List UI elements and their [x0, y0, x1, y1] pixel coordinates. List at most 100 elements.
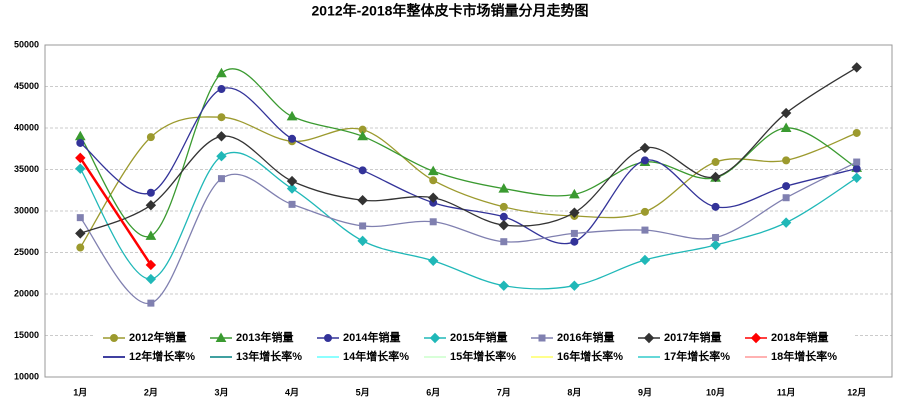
marker	[500, 238, 508, 246]
marker	[429, 332, 441, 344]
marker	[569, 280, 580, 291]
marker	[569, 188, 580, 199]
y-tick-label: 10000	[14, 371, 39, 381]
y-tick-label: 25000	[14, 247, 39, 257]
marker	[428, 192, 439, 203]
marker	[76, 214, 84, 222]
legend-label: 13年增长率%	[236, 349, 302, 363]
marker	[429, 176, 438, 185]
legend-label: 2018年销量	[771, 330, 828, 344]
marker	[641, 226, 649, 234]
marker	[288, 200, 296, 208]
marker	[498, 219, 509, 231]
x-tick-label: 2月	[144, 387, 158, 397]
legend: 2012年销量 2013年销量 2014年销量 2015年销量 2016年销量 2017年…	[95, 328, 855, 368]
marker	[853, 158, 861, 166]
marker	[76, 243, 85, 252]
x-tick-label: 4月	[285, 387, 299, 397]
marker	[288, 134, 297, 143]
marker	[358, 166, 367, 175]
marker	[712, 234, 720, 242]
marker	[147, 299, 155, 307]
marker	[286, 183, 298, 194]
marker	[639, 254, 651, 266]
x-tick-label: 8月	[567, 387, 581, 397]
marker	[217, 113, 226, 122]
marker	[357, 235, 368, 247]
marker	[780, 217, 792, 228]
x-tick-label: 5月	[356, 387, 370, 397]
marker	[357, 195, 368, 206]
x-tick-label: 1月	[73, 387, 87, 397]
marker	[750, 332, 762, 344]
x-tick-label: 12月	[847, 387, 866, 397]
y-tick-label: 20000	[14, 288, 39, 298]
marker	[639, 142, 651, 154]
marker	[851, 62, 862, 73]
marker	[216, 131, 227, 142]
legend-label: 2017年销量	[664, 330, 721, 344]
marker	[780, 107, 792, 119]
marker	[711, 158, 720, 167]
marker	[782, 182, 791, 191]
marker	[851, 172, 862, 184]
x-tick-label: 6月	[426, 387, 440, 397]
y-tick-label: 45000	[14, 81, 39, 91]
legend-label: 16年增长率%	[557, 349, 623, 363]
marker	[427, 165, 439, 176]
x-tick-label: 9月	[638, 387, 652, 397]
marker	[215, 332, 227, 342]
marker	[75, 228, 86, 239]
chart-title: 2012年-2018年整体皮卡市场销量分月走势图	[312, 3, 589, 19]
x-tick-label: 11月	[777, 387, 796, 397]
marker	[710, 239, 721, 251]
marker	[538, 334, 546, 342]
marker	[498, 183, 510, 193]
marker	[782, 194, 790, 202]
legend-label: 15年增长率%	[450, 349, 516, 363]
y-tick-label: 40000	[14, 122, 39, 132]
marker	[146, 188, 155, 197]
marker	[852, 128, 861, 137]
plot-border	[44, 44, 893, 378]
marker	[570, 229, 578, 237]
marker	[216, 151, 227, 162]
y-tick-label: 50000	[14, 39, 39, 49]
x-tick-label: 3月	[214, 387, 228, 397]
marker	[75, 152, 86, 164]
marker	[146, 133, 155, 142]
marker	[640, 156, 649, 165]
y-tick-label: 35000	[14, 164, 39, 174]
marker	[357, 130, 368, 141]
legend-label: 14年增长率%	[343, 349, 409, 363]
marker	[217, 175, 225, 183]
marker	[852, 164, 861, 173]
series-line	[79, 157, 152, 266]
legend-label: 2012年销量	[129, 330, 186, 344]
marker	[711, 202, 720, 211]
marker	[145, 259, 157, 271]
y-tick-label: 15000	[14, 330, 39, 340]
marker	[499, 212, 508, 221]
marker	[145, 230, 157, 240]
marker	[286, 110, 298, 121]
y-tick-label: 30000	[14, 205, 39, 215]
marker	[110, 334, 118, 342]
marker	[428, 255, 439, 267]
legend-label: 2015年销量	[450, 330, 507, 344]
marker	[499, 202, 508, 211]
legend-label: 2016年销量	[557, 330, 614, 344]
legend-label: 2013年销量	[236, 330, 293, 344]
marker	[75, 163, 86, 174]
marker	[640, 207, 649, 216]
marker	[643, 332, 655, 344]
x-tick-label: 10月	[706, 387, 725, 397]
marker	[145, 199, 157, 211]
marker	[76, 138, 85, 147]
legend-label: 12年增长率%	[129, 349, 195, 363]
marker	[145, 273, 157, 285]
legend-label: 2014年销量	[343, 330, 400, 344]
marker	[359, 222, 367, 230]
marker	[216, 67, 227, 78]
